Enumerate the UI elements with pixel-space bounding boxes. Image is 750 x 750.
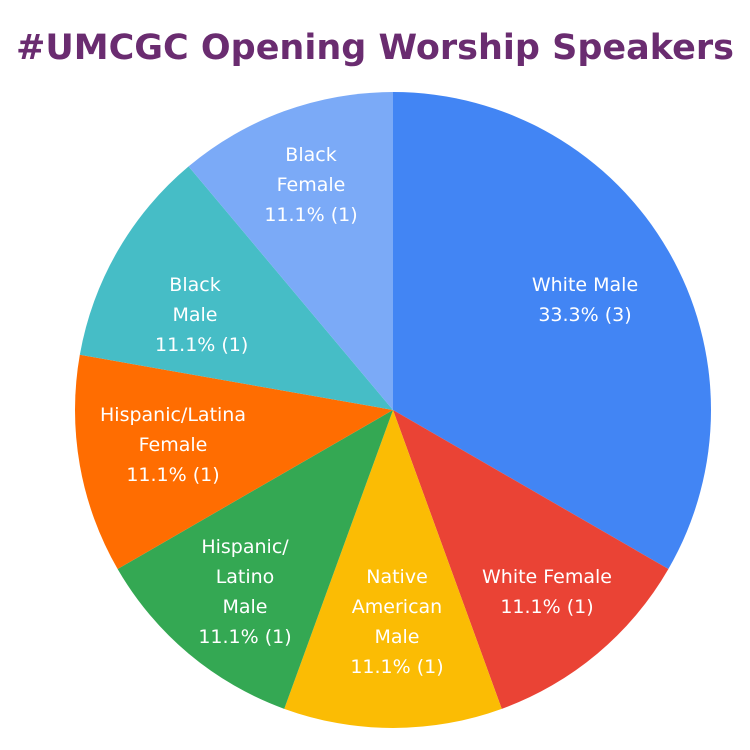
pie-slice	[393, 92, 712, 569]
value-label: 11.1% (1)	[350, 656, 444, 678]
slice-label: Black Male 11.1% (1)	[155, 270, 249, 360]
category-label: Black Female	[276, 144, 346, 196]
pie-slice	[74, 354, 393, 569]
slice-label: White Female 11.1% (1)	[447, 562, 647, 622]
value-label: 33.3% (3)	[538, 304, 632, 326]
category-label: White Female	[482, 566, 612, 588]
category-label: White Male	[531, 274, 639, 296]
value-label: 11.1% (1)	[264, 204, 358, 226]
chart-title: #UMCGC Opening Worship Speakers	[16, 28, 734, 68]
category-label: Hispanic/Latina Female	[100, 404, 246, 456]
value-label: 11.1% (1)	[126, 464, 220, 486]
slice-label: White Male 33.3% (3)	[485, 270, 685, 330]
value-label: 11.1% (1)	[198, 626, 292, 648]
pie-slice	[117, 410, 394, 709]
slice-label: Native American Male 11.1% (1)	[342, 562, 452, 682]
pie-slice	[79, 166, 394, 410]
pie-slice	[393, 410, 669, 709]
slice-label: Black Female 11.1% (1)	[261, 140, 361, 230]
slice-label: Hispanic/ Latino Male 11.1% (1)	[195, 532, 295, 652]
value-label: 11.1% (1)	[500, 596, 594, 618]
category-label: Black Male	[169, 274, 221, 326]
pie-slice	[188, 92, 393, 410]
category-label: Native American Male	[351, 566, 443, 648]
category-label: Hispanic/ Latino Male	[201, 536, 289, 618]
slice-label: Hispanic/Latina Female 11.1% (1)	[83, 400, 263, 490]
value-label: 11.1% (1)	[155, 334, 249, 356]
pie-slice	[284, 410, 502, 728]
